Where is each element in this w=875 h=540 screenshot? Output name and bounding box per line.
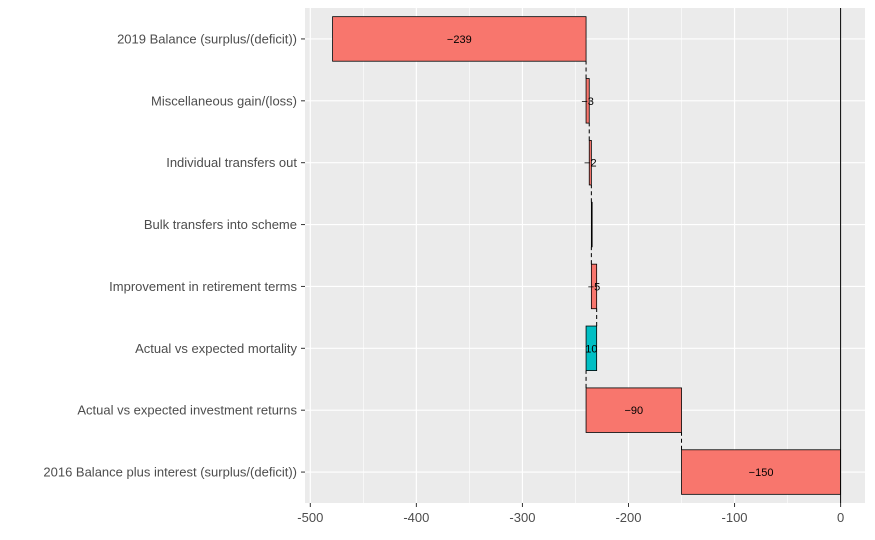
- data-labels: −150 −90 10 −5 −2 −3 −239: [447, 34, 774, 479]
- y-axis: 2016 Balance plus interest (surplus/(def…: [43, 31, 305, 480]
- bar: [585, 387, 682, 433]
- bar: [590, 201, 593, 248]
- bar: [585, 78, 590, 124]
- data-label: −150: [749, 467, 774, 479]
- y-tick-label: Actual vs expected mortality: [135, 341, 297, 356]
- connector-lines: [585, 61, 683, 450]
- y-tick-label: Individual transfers out: [166, 155, 297, 170]
- y-tick-label: Miscellaneous gain/(loss): [151, 93, 297, 108]
- x-tick-label: -400: [403, 510, 429, 525]
- bar: [681, 449, 842, 495]
- x-tick-label: -200: [615, 510, 641, 525]
- x-axis: -500 -400 -300 -200 -100 0: [297, 503, 844, 525]
- data-label: −90: [624, 405, 643, 417]
- bar: [332, 16, 587, 62]
- plot-panel: [305, 8, 865, 503]
- bar: [585, 325, 598, 371]
- y-tick-label: Actual vs expected investment returns: [77, 403, 297, 418]
- x-tick-label: -500: [297, 510, 323, 525]
- y-tick-label: Bulk transfers into scheme: [144, 217, 297, 232]
- data-label: −5: [588, 281, 601, 293]
- y-tick-label: 2019 Balance (surplus/(deficit)): [117, 31, 297, 46]
- data-label: −3: [581, 96, 594, 108]
- bar: [588, 140, 592, 186]
- bar: [590, 263, 598, 310]
- y-tick-label: Improvement in retirement terms: [109, 279, 297, 294]
- y-tick-label: 2016 Balance plus interest (surplus/(def…: [43, 465, 297, 480]
- bars: [332, 16, 842, 495]
- data-label: −239: [447, 34, 472, 46]
- data-label: −2: [584, 158, 597, 170]
- data-label: 10: [585, 343, 597, 355]
- x-tick-label: -100: [722, 510, 748, 525]
- x-tick-label: -300: [509, 510, 535, 525]
- x-tick-label: 0: [837, 510, 844, 525]
